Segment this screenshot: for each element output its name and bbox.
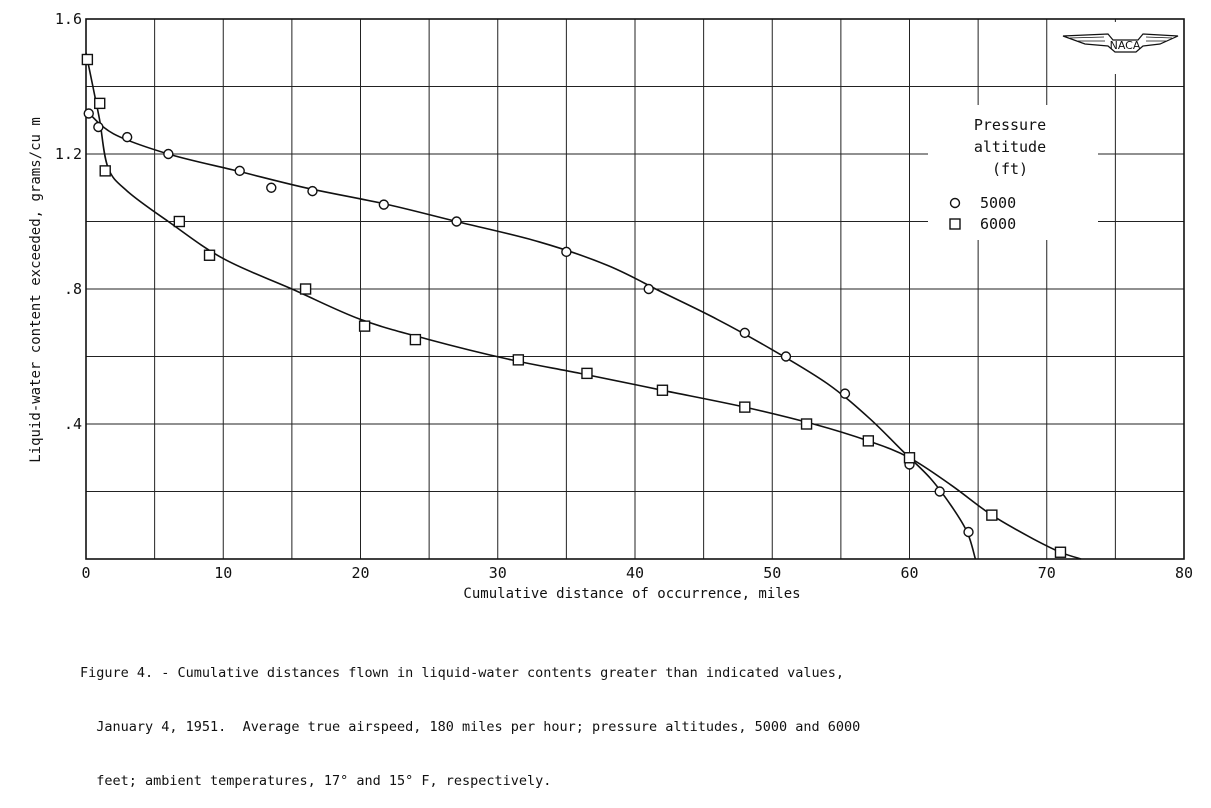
series-5000-point [93, 121, 104, 133]
y-tick-label: .8 [64, 280, 82, 298]
series-5000-point [234, 165, 245, 177]
y-tick-labels: .4 .8 1.2 1.6 [55, 10, 82, 433]
caption-line-3: feet; ambient temperatures, 17° and 15° … [80, 773, 552, 789]
series-6000-point [800, 418, 813, 430]
series-5000-point [307, 185, 318, 197]
series-6000-point [203, 249, 216, 261]
figure-caption: Figure 4. - Cumulative distances flown i… [80, 628, 1190, 808]
x-tick-labels: 0 10 20 30 40 50 60 70 80 [81, 564, 1193, 582]
naca-logo-text: NACA [1110, 39, 1141, 52]
chart: 0 10 20 30 40 50 60 70 80 .4 .8 1.2 1.6 Cumulative … [28, 10, 1193, 602]
markers [81, 53, 1067, 558]
plot-frame [85, 18, 1185, 560]
series-6000-point [986, 509, 998, 521]
series-6000-point [173, 215, 186, 228]
series-5000-point [83, 108, 94, 119]
legend-square-marker [949, 218, 961, 230]
series-6000-point [409, 333, 422, 346]
legend-circle-marker [949, 197, 961, 209]
x-axis-title: Cumulative distance of occurrence, miles [463, 586, 800, 602]
series-5000-point [963, 526, 974, 538]
series-5000-point [739, 327, 750, 339]
x-tick-label: 10 [214, 564, 232, 582]
series-6000-point [903, 452, 916, 464]
series-6000-point [581, 367, 593, 380]
series-6000-point [81, 53, 94, 66]
legend-title-line-1: Pressure [974, 116, 1046, 134]
series-6000-point [299, 283, 312, 295]
series-6000-point [1054, 546, 1067, 558]
caption-line-1: Figure 4. - Cumulative distances flown i… [80, 665, 845, 681]
series-5000-point [561, 246, 572, 258]
series-6000-curve [85, 52, 1082, 560]
series-5000-point [266, 182, 277, 193]
series-6000-point [656, 384, 669, 396]
series-5000-point [163, 148, 174, 160]
y-tick-label: 1.6 [55, 10, 82, 28]
legend-series-2-label: 6000 [980, 215, 1016, 233]
caption-line-2: January 4, 1951. Average true airspeed, … [80, 719, 861, 735]
series-6000-point [358, 320, 371, 332]
x-tick-label: 20 [351, 564, 369, 582]
legend-title-line-2: altitude [974, 138, 1046, 156]
y-axis-title: Liquid-water content exceeded, grams/cu … [28, 117, 44, 463]
x-tick-label: 0 [81, 564, 90, 582]
x-tick-label: 40 [626, 564, 644, 582]
series-6000-point [512, 354, 525, 366]
legend-series-1-label: 5000 [980, 194, 1016, 212]
naca-wings-logo-icon: NACA [1062, 22, 1180, 74]
series-5000-point [378, 199, 390, 210]
series-5000-point [934, 486, 945, 497]
series-6000-point [94, 97, 106, 110]
series-5000-point [643, 283, 654, 295]
series-6000-point [862, 435, 875, 447]
x-tick-label: 60 [900, 564, 918, 582]
series-6000-point [739, 401, 751, 413]
series-5000-point [780, 351, 792, 362]
grid [86, 19, 1184, 559]
series-5000-point [451, 216, 462, 227]
series-6000-point [99, 165, 111, 177]
legend: Pressure altitude (ft) 5000 6000 [928, 105, 1098, 240]
series-5000-point [121, 131, 133, 143]
y-tick-label: .4 [64, 415, 82, 433]
x-tick-label: 30 [489, 564, 507, 582]
x-tick-label: 50 [763, 564, 781, 582]
y-tick-label: 1.2 [55, 145, 82, 163]
x-tick-label: 80 [1175, 564, 1193, 582]
series-5000-point [839, 388, 851, 399]
legend-title-line-3: (ft) [992, 160, 1028, 178]
x-tick-label: 70 [1038, 564, 1056, 582]
